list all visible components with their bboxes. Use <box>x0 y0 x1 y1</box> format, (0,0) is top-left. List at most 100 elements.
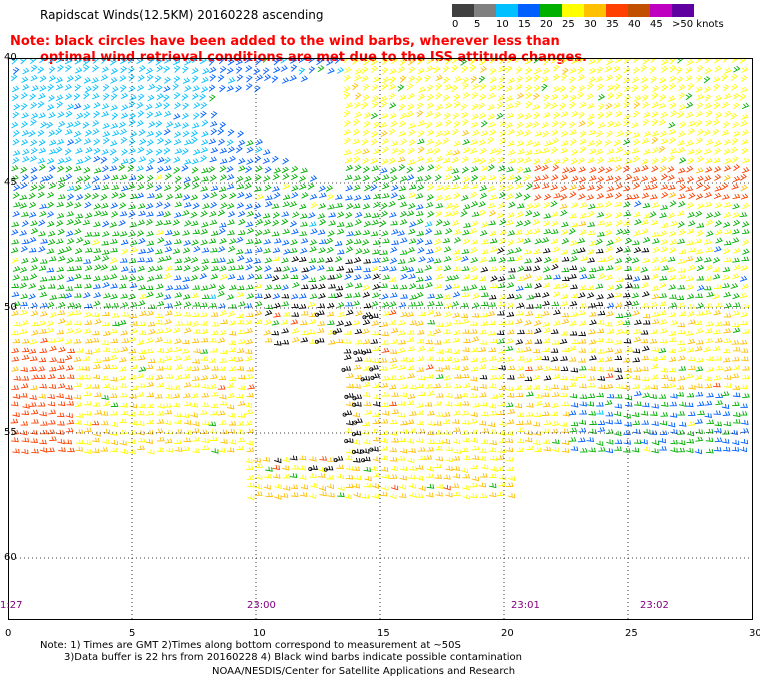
wind-barb <box>525 67 533 75</box>
wind-barb <box>409 411 417 416</box>
wind-barb <box>181 122 190 129</box>
wind-barb <box>109 265 118 271</box>
wind-barb <box>65 286 74 291</box>
wind-barb <box>155 336 163 343</box>
wind-barb <box>569 427 578 433</box>
wind-barb <box>84 201 92 209</box>
wind-barb <box>706 366 715 372</box>
wind-barb <box>371 292 380 299</box>
wind-barb <box>318 247 326 254</box>
wind-barb <box>218 227 226 235</box>
wind-barb <box>111 312 120 318</box>
wind-barb <box>128 258 137 264</box>
wind-barb <box>217 74 225 82</box>
wind-barb <box>182 209 190 217</box>
wind-barb <box>128 74 135 82</box>
wind-barb <box>730 282 739 289</box>
wind-barb <box>426 309 435 316</box>
wind-barb <box>163 128 171 136</box>
wind-barb <box>677 258 686 264</box>
wind-barb <box>524 75 533 83</box>
wind-barb <box>461 365 470 372</box>
wind-barb <box>190 402 199 408</box>
wind-barb <box>30 385 38 390</box>
wind-barb <box>742 239 750 246</box>
wind-barb <box>651 273 659 280</box>
wind-barb <box>343 110 351 118</box>
wind-barb <box>271 330 280 336</box>
wind-barb <box>427 300 435 307</box>
wind-barb <box>524 385 533 390</box>
wind-barb <box>551 340 560 345</box>
wind-barb <box>578 111 585 119</box>
wind-barb <box>705 119 713 127</box>
wind-barb <box>30 310 39 317</box>
wind-barb <box>604 139 612 147</box>
wind-barb <box>686 347 695 353</box>
wind-barb <box>435 439 444 445</box>
wind-barb <box>298 293 307 299</box>
wind-barb <box>533 202 541 209</box>
wind-barb <box>289 247 298 254</box>
wind-barb <box>694 238 703 244</box>
wind-barb <box>127 183 136 190</box>
wind-barb <box>264 257 273 264</box>
wind-barb <box>155 265 163 272</box>
wind-barb <box>264 284 273 291</box>
wind-barb <box>372 383 381 389</box>
wind-barb <box>146 174 154 182</box>
wind-barb <box>453 93 461 102</box>
wind-barb <box>371 358 380 364</box>
wind-barb <box>209 156 218 163</box>
wind-barb <box>551 392 560 398</box>
wind-barb <box>19 230 28 236</box>
wind-barb <box>146 403 155 408</box>
wind-barb <box>48 94 55 102</box>
wind-barb <box>426 346 435 352</box>
wind-barb <box>713 102 721 110</box>
wind-barb <box>56 201 65 208</box>
wind-barb <box>407 92 415 100</box>
wind-barb <box>641 355 649 361</box>
wind-barb <box>643 213 651 219</box>
wind-barb <box>604 220 613 228</box>
wind-barb <box>228 330 237 336</box>
wind-barb <box>435 322 444 327</box>
wind-barb <box>345 259 354 264</box>
wind-barb <box>534 256 543 263</box>
wind-barb <box>705 166 713 173</box>
wind-barb <box>678 421 687 427</box>
wind-barb <box>120 402 128 408</box>
wind-barb <box>706 291 715 298</box>
wind-barb <box>325 237 334 245</box>
wind-barb <box>587 257 595 263</box>
wind-barb <box>534 339 543 344</box>
wind-barb <box>607 84 615 92</box>
wind-barb <box>119 440 127 446</box>
wind-barb <box>480 464 489 470</box>
wind-barb <box>228 303 237 309</box>
wind-barb <box>391 437 399 443</box>
wind-barb <box>723 174 731 182</box>
wind-barb <box>568 382 577 387</box>
wind-barb <box>38 139 46 147</box>
wind-barb <box>30 174 38 182</box>
wind-barb <box>489 410 498 416</box>
wind-barb <box>272 173 280 181</box>
wind-barb <box>614 439 623 444</box>
wind-barb <box>246 227 255 235</box>
wind-barb <box>181 413 190 419</box>
wind-barb <box>578 310 586 316</box>
wind-barb <box>237 130 245 138</box>
wind-barb <box>651 403 659 409</box>
wind-barb <box>658 282 667 289</box>
wind-barb <box>22 155 30 163</box>
wind-barb <box>343 348 352 354</box>
wind-barb <box>76 374 84 380</box>
wind-barb <box>46 320 55 327</box>
wind-barb <box>146 275 155 282</box>
wind-barb <box>417 428 426 434</box>
wind-barb <box>209 337 217 343</box>
wind-barb <box>649 338 658 344</box>
wind-barb <box>418 485 426 492</box>
